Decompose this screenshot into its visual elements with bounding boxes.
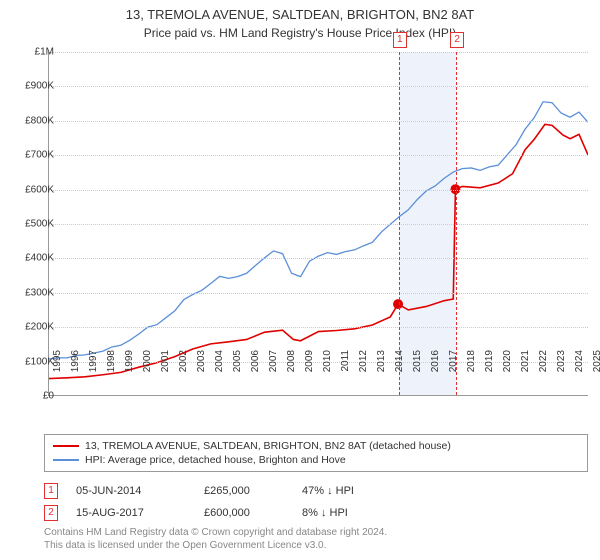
footnote-line2: This data is licensed under the Open Gov… xyxy=(44,539,387,552)
x-tick-label: 2024 xyxy=(574,350,585,372)
x-tick-label: 2013 xyxy=(376,350,387,372)
sale-price: £600,000 xyxy=(204,507,284,519)
chart-subtitle: Price paid vs. HM Land Registry's House … xyxy=(0,26,600,40)
y-tick-label: £400K xyxy=(12,253,54,264)
sale-marker-1: 1 xyxy=(44,483,58,499)
chart-plot-area: 12 xyxy=(48,52,588,396)
x-tick-label: 2006 xyxy=(250,350,261,372)
y-tick-label: £500K xyxy=(12,219,54,230)
sale-marker-2: 2 xyxy=(44,505,58,521)
footnote: Contains HM Land Registry data © Crown c… xyxy=(44,526,387,552)
gridline xyxy=(49,258,588,259)
x-tick-label: 2001 xyxy=(160,350,171,372)
legend-row: HPI: Average price, detached house, Brig… xyxy=(53,453,579,467)
gridline xyxy=(49,190,588,191)
x-tick-label: 2017 xyxy=(448,350,459,372)
gridline xyxy=(49,224,588,225)
sale-row: 2 15-AUG-2017 £600,000 8% ↓ HPI xyxy=(44,502,392,524)
legend-row: 13, TREMOLA AVENUE, SALTDEAN, BRIGHTON, … xyxy=(53,439,579,453)
legend-label-hpi: HPI: Average price, detached house, Brig… xyxy=(85,454,346,466)
sale-diff: 8% ↓ HPI xyxy=(302,507,392,519)
x-tick-label: 2023 xyxy=(556,350,567,372)
sale-marker-line: 2 xyxy=(456,52,457,395)
x-tick-label: 2012 xyxy=(358,350,369,372)
y-tick-label: £600K xyxy=(12,184,54,195)
legend-swatch-price xyxy=(53,445,79,447)
x-tick-label: 2016 xyxy=(430,350,441,372)
x-tick-label: 1999 xyxy=(124,350,135,372)
x-tick-label: 2011 xyxy=(340,350,351,372)
gridline xyxy=(49,52,588,53)
sale-row: 1 05-JUN-2014 £265,000 47% ↓ HPI xyxy=(44,480,392,502)
chart-title: 13, TREMOLA AVENUE, SALTDEAN, BRIGHTON, … xyxy=(0,0,600,24)
gridline xyxy=(49,327,588,328)
x-tick-label: 2021 xyxy=(520,350,531,372)
x-tick-label: 2015 xyxy=(412,350,423,372)
gridline xyxy=(49,86,588,87)
x-tick-label: 1998 xyxy=(106,350,117,372)
sale-marker-badge: 2 xyxy=(450,32,464,48)
sale-date: 05-JUN-2014 xyxy=(76,485,186,497)
gridline xyxy=(49,293,588,294)
x-tick-label: 2005 xyxy=(232,350,243,372)
x-tick-label: 2014 xyxy=(394,350,405,372)
x-tick-label: 1995 xyxy=(52,350,63,372)
gridline xyxy=(49,155,588,156)
sale-diff: 47% ↓ HPI xyxy=(302,485,392,497)
y-tick-label: £700K xyxy=(12,150,54,161)
x-tick-label: 2025 xyxy=(592,350,600,372)
x-tick-label: 2003 xyxy=(196,350,207,372)
gridline xyxy=(49,121,588,122)
sale-date: 15-AUG-2017 xyxy=(76,507,186,519)
y-tick-label: £800K xyxy=(12,115,54,126)
x-tick-label: 2002 xyxy=(178,350,189,372)
y-tick-label: £200K xyxy=(12,322,54,333)
y-tick-label: £1M xyxy=(12,47,54,58)
x-tick-label: 1997 xyxy=(88,350,99,372)
series-hpi xyxy=(49,102,588,359)
x-tick-label: 2019 xyxy=(484,350,495,372)
y-tick-label: £300K xyxy=(12,287,54,298)
x-tick-label: 2008 xyxy=(286,350,297,372)
x-tick-label: 2010 xyxy=(322,350,333,372)
x-tick-label: 2022 xyxy=(538,350,549,372)
legend-label-price: 13, TREMOLA AVENUE, SALTDEAN, BRIGHTON, … xyxy=(85,440,451,452)
sale-marker-badge: 1 xyxy=(393,32,407,48)
x-tick-label: 2004 xyxy=(214,350,225,372)
chart-container: 13, TREMOLA AVENUE, SALTDEAN, BRIGHTON, … xyxy=(0,0,600,560)
x-tick-label: 2000 xyxy=(142,350,153,372)
y-tick-label: £100K xyxy=(12,356,54,367)
sale-price: £265,000 xyxy=(204,485,284,497)
sale-table: 1 05-JUN-2014 £265,000 47% ↓ HPI 2 15-AU… xyxy=(44,480,392,524)
y-tick-label: £900K xyxy=(12,81,54,92)
sale-marker-line: 1 xyxy=(399,52,400,395)
x-tick-label: 2020 xyxy=(502,350,513,372)
x-tick-label: 2009 xyxy=(304,350,315,372)
x-tick-label: 2007 xyxy=(268,350,279,372)
legend-swatch-hpi xyxy=(53,459,79,461)
y-tick-label: £0 xyxy=(12,391,54,402)
footnote-line1: Contains HM Land Registry data © Crown c… xyxy=(44,526,387,539)
x-tick-label: 2018 xyxy=(466,350,477,372)
x-tick-label: 1996 xyxy=(70,350,81,372)
legend-box: 13, TREMOLA AVENUE, SALTDEAN, BRIGHTON, … xyxy=(44,434,588,472)
